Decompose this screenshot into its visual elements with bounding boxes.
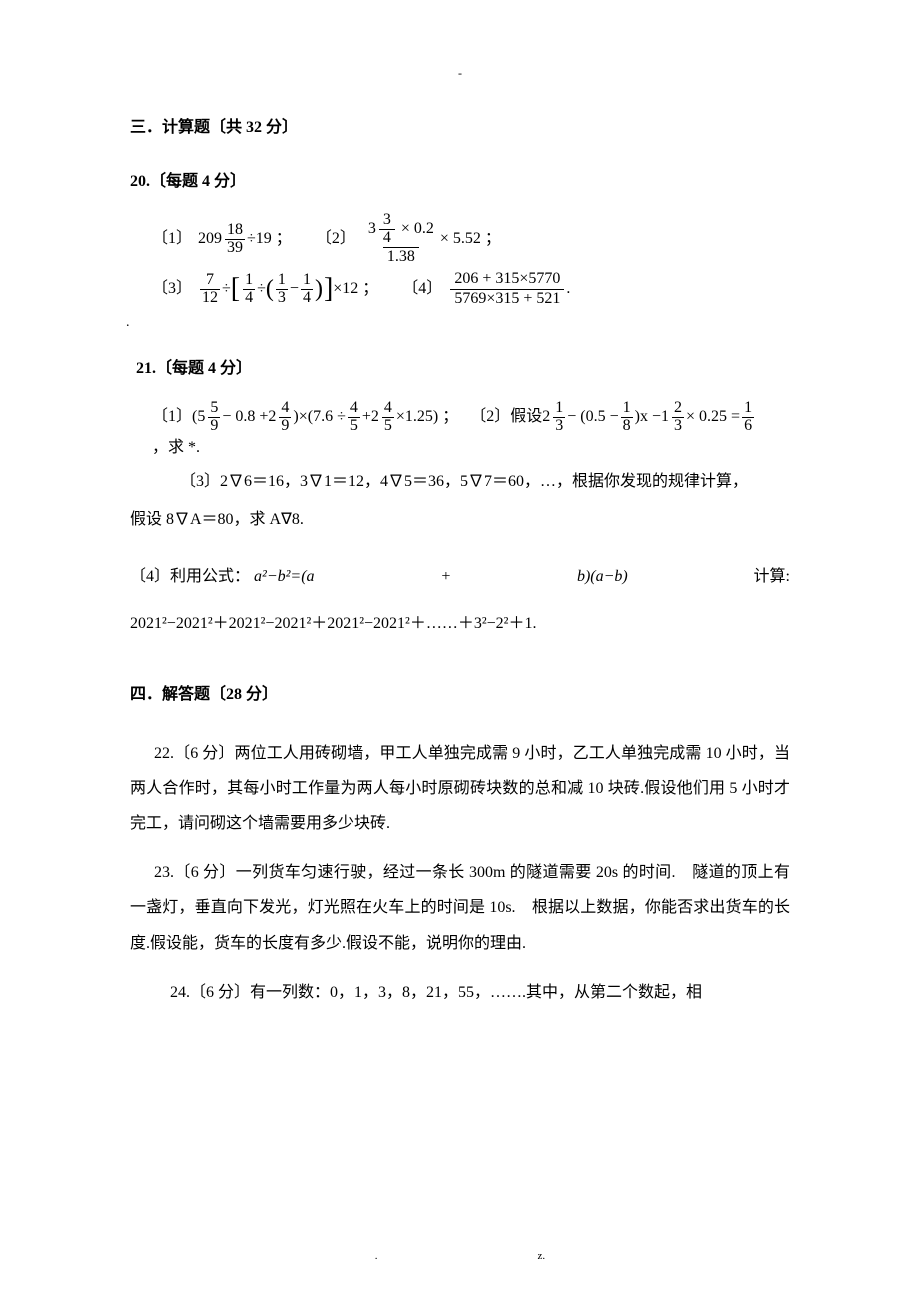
q21-2-m5w: 2 <box>542 404 550 430</box>
q20-1-tail: ÷19 ； <box>247 226 292 252</box>
q20-4-tail: . <box>566 276 570 302</box>
q20-3-d: 1 4 <box>301 272 313 307</box>
q21-4-bab: b)(a−b) <box>577 558 628 596</box>
q20-2-top-w: 3 <box>368 220 376 238</box>
q21-1-m2d: 9 <box>279 417 291 435</box>
q21-2-m7n: 2 <box>672 400 684 417</box>
q20-3-b-n: 1 <box>243 272 255 289</box>
q20-2-tail: × 5.52 ； <box>440 226 501 252</box>
q20-3-c: 1 3 <box>276 272 288 307</box>
q21-4-lead: 〔4〕利用公式： a²−b²=(a <box>130 558 315 596</box>
q20-row-1: 〔1〕 209 18 39 ÷19 ； 〔2〕 3 3 4 × 0.2 <box>152 212 790 266</box>
q20-2-bigfrac: 3 3 4 × 0.2 1.38 <box>364 212 438 266</box>
stray-dot: . <box>126 312 790 334</box>
page: - 三．计算题〔共 32 分〕 20.〔每题 4 分〕 〔1〕 209 18 3… <box>0 0 920 1302</box>
q20-3-b: 1 4 <box>243 272 255 307</box>
q20-row-2: 〔3〕 7 12 ÷ 1 4 ÷ 1 3 − 1 4 <box>152 270 790 308</box>
q20-3-a: 7 12 <box>200 272 220 307</box>
q21-4-lead-cn: 〔4〕利用公式： <box>130 568 250 585</box>
q20-3-tail: ×12 ； <box>333 276 378 302</box>
q21-4-plus: + <box>440 558 451 596</box>
q21-1-d: ×1.25) ； <box>396 404 458 430</box>
q21-2-h: × 0.25 = <box>686 404 740 430</box>
q21-3a: 〔3〕2∇6＝16，3∇1＝12，4∇5＝36，5∇7＝60，…，根据你发现的规… <box>180 466 790 498</box>
q21-1-f3n: 4 <box>348 400 360 417</box>
q20-1-frac: 18 39 <box>225 222 245 257</box>
q20-3-d-d: 4 <box>301 289 313 307</box>
q20-3-a-n: 7 <box>204 272 216 289</box>
q20-2-bot: 1.38 <box>383 247 419 266</box>
q20-3-parens: 1 3 − 1 4 <box>266 272 323 307</box>
q21-2-label: 〔2〕 <box>470 404 510 430</box>
q22: 22.〔6 分〕两位工人用砖砌墙，甲工人单独完成需 9 小时，乙工人单独完成需 … <box>130 736 790 842</box>
q21-2-g: )x − <box>635 404 661 430</box>
q21-1-m1w: 5 <box>197 404 205 430</box>
q20-1-label: 〔1〕 <box>152 226 192 252</box>
q21-2-m7w: 1 <box>661 404 669 430</box>
q20-3-c-d: 3 <box>276 289 288 307</box>
q21-2-f8d: 6 <box>742 417 754 435</box>
section-3-title: 三．计算题〔共 32 分〕 <box>130 115 790 141</box>
q21-2-e: 假设 <box>510 404 542 430</box>
q20-2-top: 3 3 4 × 0.2 <box>364 212 438 247</box>
q20-3-c-n: 1 <box>276 272 288 289</box>
q20-3-brackets: 1 4 ÷ 1 3 − 1 4 <box>231 272 333 307</box>
q21-2-m5d: 3 <box>553 417 565 435</box>
q21-2-f6d: 8 <box>621 417 633 435</box>
q20-3-a-d: 12 <box>200 289 220 307</box>
q21-2-m7d: 3 <box>672 417 684 435</box>
q21-2-f8n: 1 <box>742 400 754 417</box>
q21-4-seq: 2021²−2021²＋2021²−2021²＋2021²−2021²＋……＋3… <box>130 611 790 637</box>
q21-3b: 假设 8∇A＝80，求 A∇8. <box>130 504 790 536</box>
q21-1-m1d: 9 <box>208 417 220 435</box>
q20-3-minus: − <box>290 276 299 302</box>
q20-3-b-d: 4 <box>243 289 255 307</box>
q21-1-c: + <box>362 404 371 430</box>
q20-3-div: ÷ <box>222 276 231 302</box>
page-footer: . z. <box>0 1248 920 1266</box>
header-dash: - <box>458 64 462 83</box>
q21-2-m5n: 1 <box>553 400 565 417</box>
q21-1-m4n: 4 <box>382 400 394 417</box>
section-4-title: 四．解答题〔28 分〕 <box>130 682 790 708</box>
footer-b: z. <box>538 1250 546 1262</box>
q21-1-a: − 0.8 + <box>222 404 268 430</box>
q20-2-label: 〔2〕 <box>316 226 356 252</box>
q21-1-m4d: 5 <box>382 417 394 435</box>
q20-1-mixed: 209 18 39 <box>198 222 247 257</box>
q20-4-label: 〔4〕 <box>402 276 442 302</box>
q21-2-f: − (0.5 − <box>567 404 618 430</box>
q20-1-whole: 209 <box>198 226 222 252</box>
q24: 24.〔6 分〕有一列数：0，1，3，8，21，55，…….其中，从第二个数起，… <box>130 975 790 1010</box>
q20-4-top: 206 + 315×5770 <box>450 270 564 288</box>
q21-2-f6n: 1 <box>621 400 633 417</box>
q20-3-label: 〔3〕 <box>152 276 192 302</box>
q21-1-m2n: 4 <box>279 400 291 417</box>
q20-2-top-n: 3 <box>379 212 395 229</box>
q21-1-m1n: 5 <box>208 400 220 417</box>
q20-head: 20.〔每题 4 分〕 <box>130 169 790 195</box>
q20-1-den: 39 <box>225 239 245 257</box>
q20-3-div2: ÷ <box>257 276 266 302</box>
q20-2-top-tail: × 0.2 <box>401 220 434 237</box>
q21-4-line: 〔4〕利用公式： a²−b²=(a + b)(a−b) 计算: <box>130 558 790 596</box>
q21-1-f3d: 5 <box>348 417 360 435</box>
q21-1-m2w: 2 <box>268 404 276 430</box>
q20-4-frac: 206 + 315×5770 5769×315 + 521 <box>450 270 564 308</box>
q21-2-i: ，求 *. <box>152 435 200 461</box>
q21-4-a2b2: a²−b²=(a <box>254 568 315 585</box>
q21-1-b: )×(7.6 ÷ <box>293 404 345 430</box>
q20-3-d-n: 1 <box>301 272 313 289</box>
q21-1-m4w: 2 <box>371 404 379 430</box>
q21-1-label: 〔1〕 <box>152 404 192 430</box>
footer-a: . <box>375 1250 378 1262</box>
q23: 23.〔6 分〕一列货车匀速行驶，经过一条长 300m 的隧道需要 20s 的时… <box>130 855 790 961</box>
q20-4-bot: 5769×315 + 521 <box>450 289 564 308</box>
q21-4-tail: 计算: <box>754 558 790 596</box>
q21-head: 21.〔每题 4 分〕 <box>136 356 790 382</box>
q20-2-top-d: 4 <box>379 229 395 247</box>
q21-row-1: 〔1〕 ( 5 59 − 0.8 + 2 49 )×(7.6 ÷ 45 + 2 … <box>152 400 790 460</box>
q20-1-num: 18 <box>225 222 245 239</box>
